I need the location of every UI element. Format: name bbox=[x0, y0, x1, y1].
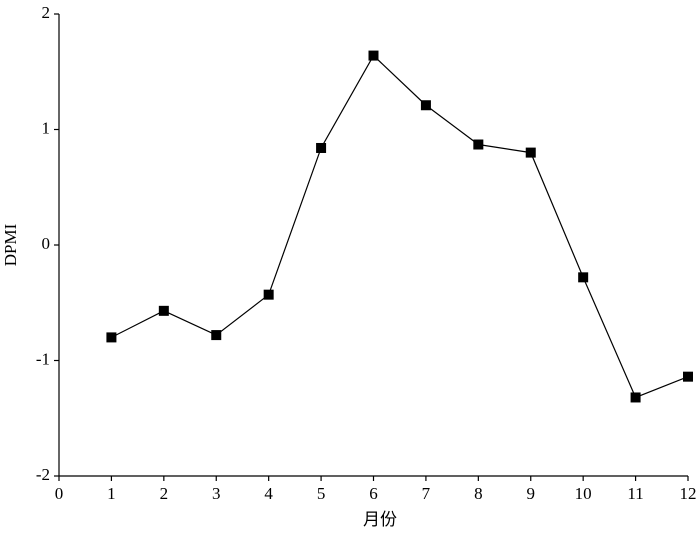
data-point bbox=[420, 100, 431, 111]
x-tick-label: 12 bbox=[680, 484, 697, 503]
data-point bbox=[368, 50, 379, 61]
data-point bbox=[525, 147, 536, 158]
data-point bbox=[473, 139, 484, 150]
data-point bbox=[683, 371, 693, 382]
x-tick-label: 2 bbox=[160, 484, 169, 503]
data-point bbox=[578, 272, 589, 283]
y-tick-label: -2 bbox=[36, 465, 50, 484]
x-tick-label: 9 bbox=[527, 484, 536, 503]
y-tick-label: 0 bbox=[42, 234, 51, 253]
x-tick-label: 1 bbox=[107, 484, 116, 503]
x-tick-label: 4 bbox=[264, 484, 273, 503]
x-tick-label: 7 bbox=[422, 484, 431, 503]
y-tick-label: -1 bbox=[36, 349, 50, 368]
data-point bbox=[316, 142, 327, 153]
x-tick-label: 3 bbox=[212, 484, 221, 503]
x-axis-label: 月份 bbox=[363, 510, 397, 529]
y-tick-label: 2 bbox=[42, 3, 51, 22]
y-tick-label: 1 bbox=[42, 118, 51, 137]
x-tick-label: 11 bbox=[627, 484, 643, 503]
x-tick-label: 10 bbox=[575, 484, 592, 503]
data-point bbox=[211, 330, 222, 341]
x-tick-label: 6 bbox=[369, 484, 378, 503]
x-tick-label: 0 bbox=[55, 484, 64, 503]
x-tick-label: 8 bbox=[474, 484, 483, 503]
x-tick-label: 5 bbox=[317, 484, 326, 503]
data-point bbox=[630, 392, 641, 403]
data-point bbox=[263, 289, 274, 300]
y-axis-label: DPMI bbox=[1, 223, 20, 266]
data-point bbox=[158, 305, 169, 316]
data-line bbox=[111, 54, 689, 399]
data-point bbox=[106, 332, 117, 343]
